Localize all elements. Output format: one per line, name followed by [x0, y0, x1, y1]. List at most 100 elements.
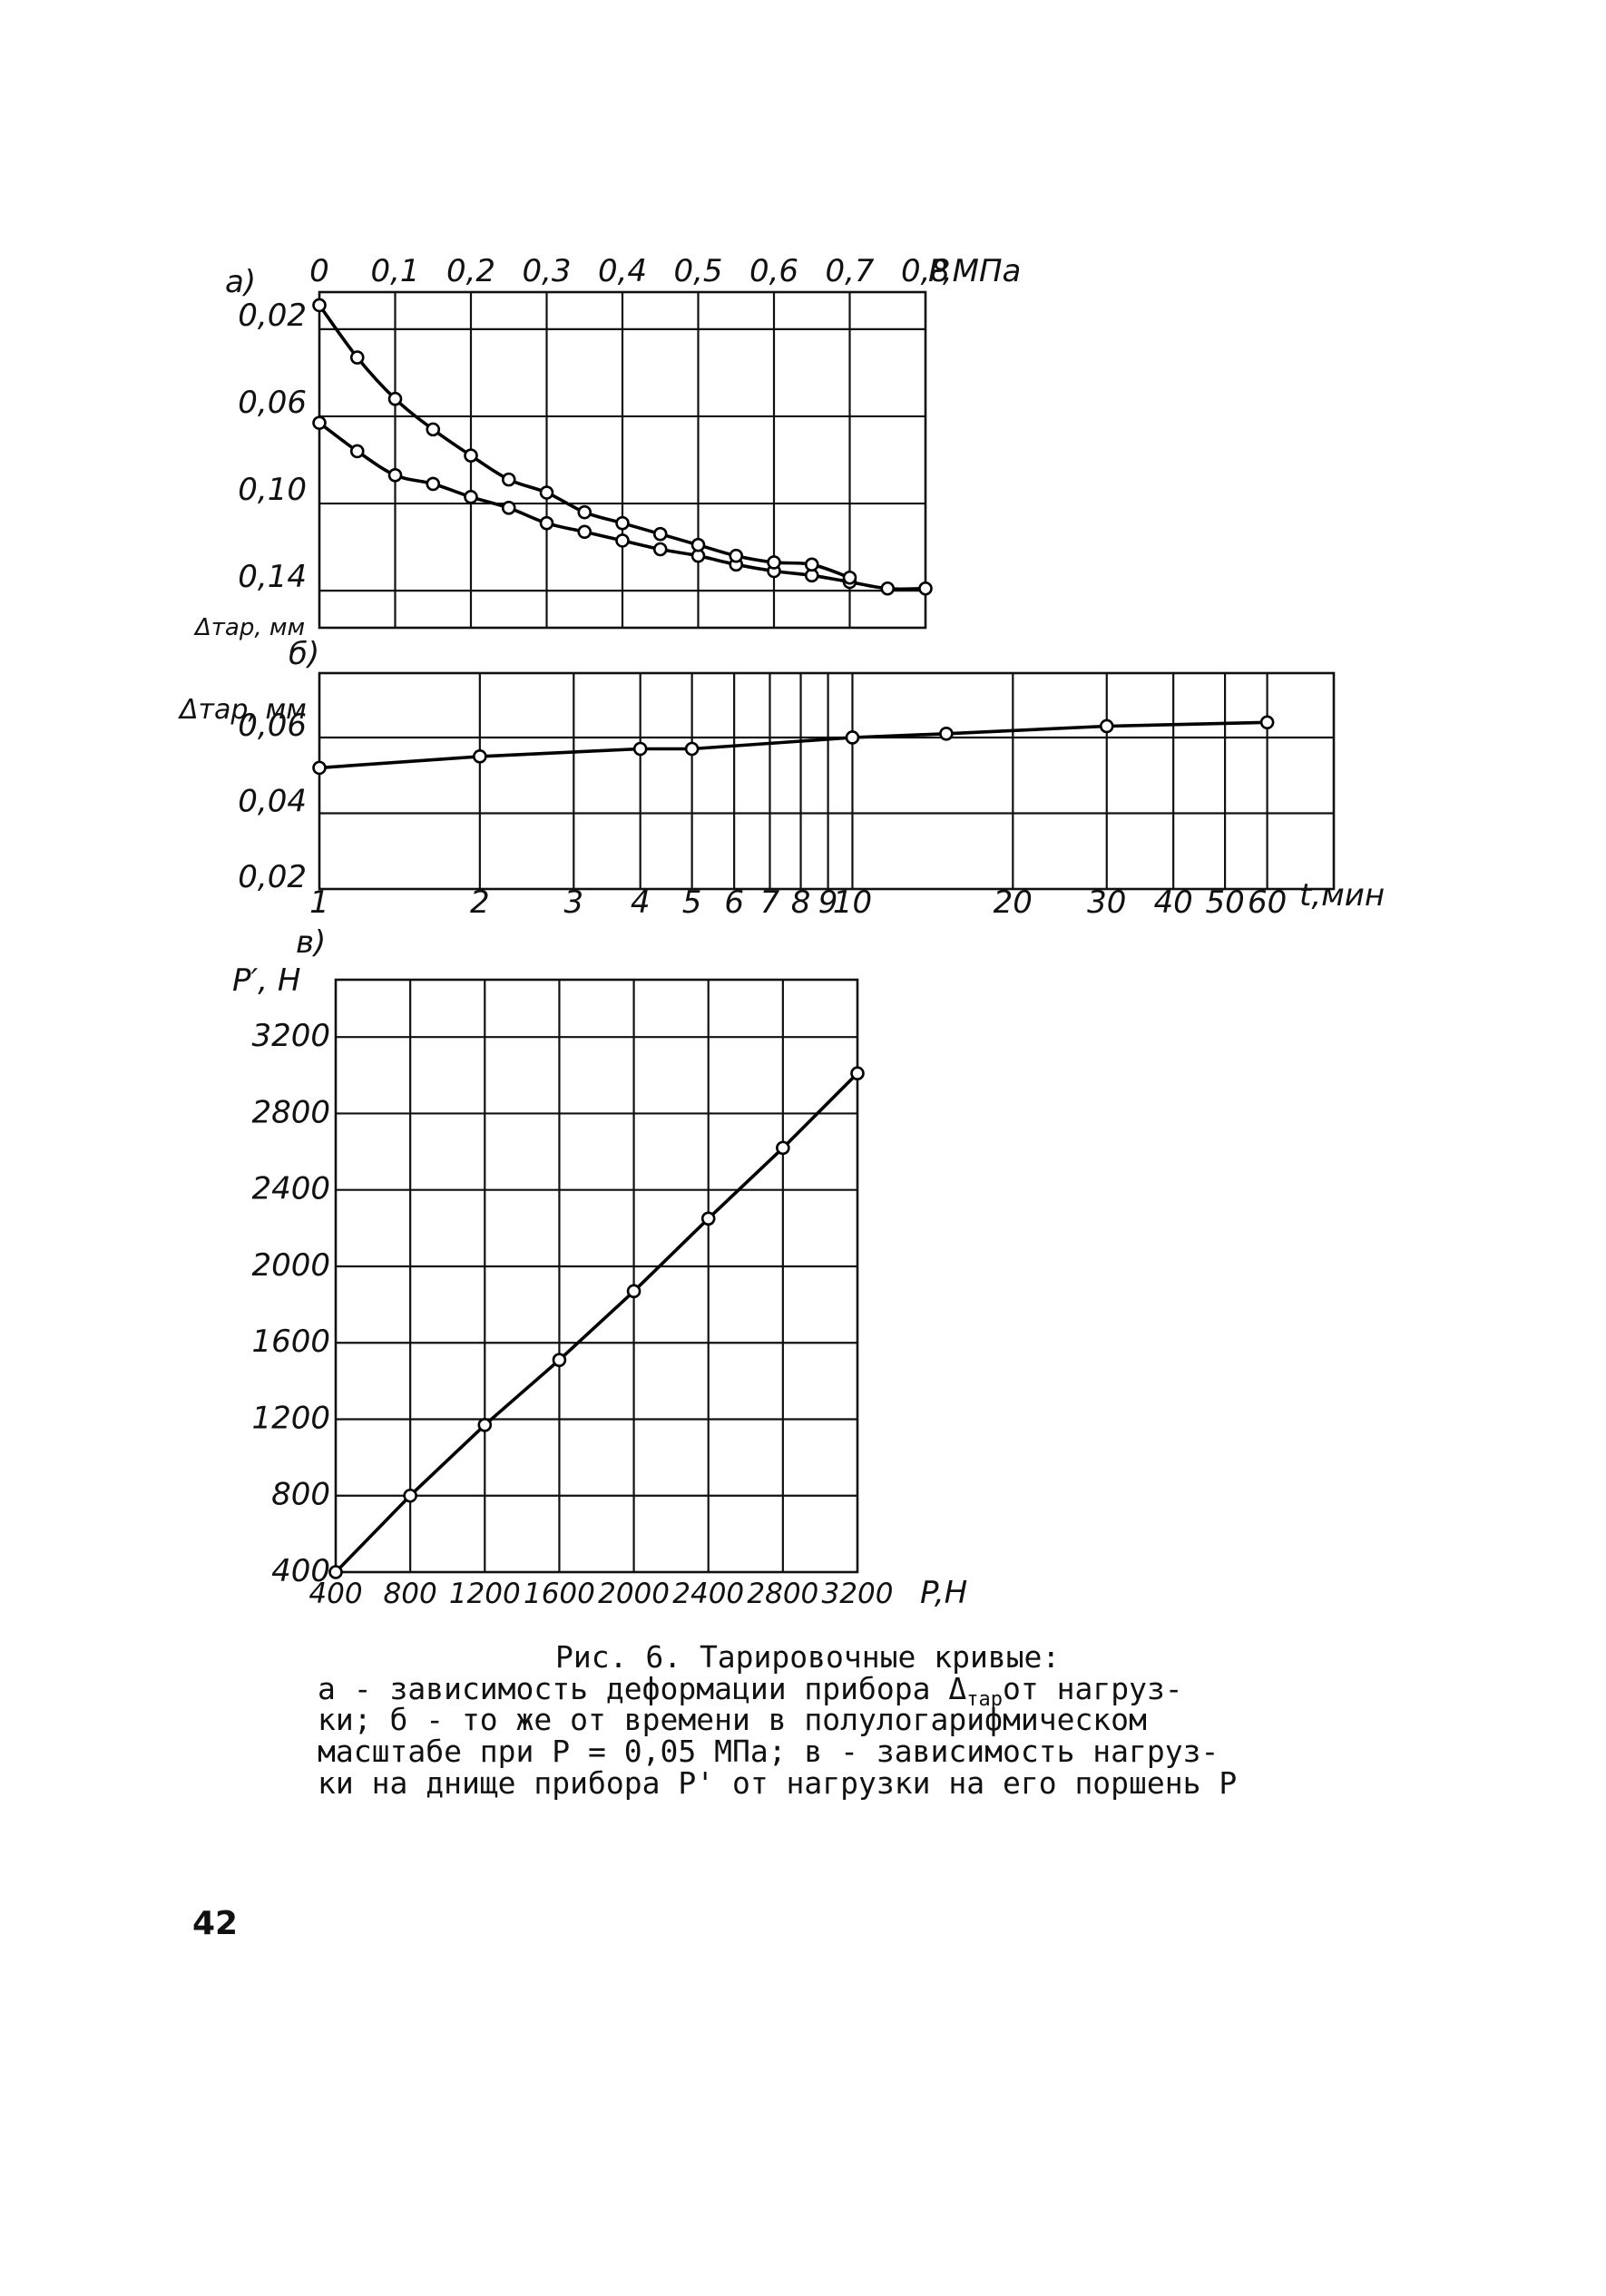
panel-b-y-tick-label: 0,02	[238, 859, 307, 895]
chart-panel-c: в) P′, H 400 800 1200 1600 2000 2400 2800 3200 …	[232, 924, 967, 1611]
panel-a-y-tick-label: 0,10	[238, 472, 307, 508]
panel-b-series-line	[318, 720, 1268, 770]
panel-c-point	[700, 1211, 716, 1226]
panel-b-point	[312, 760, 327, 776]
panel-a-series-2-point	[501, 472, 516, 487]
panel-b-x-tick-label: 1	[309, 884, 329, 921]
panel-a-series-1-point	[387, 468, 403, 483]
panel-a-x-tick-label: 0,5	[673, 253, 722, 289]
panel-b-x-tick-label: 7	[760, 884, 780, 921]
caption-line-1: а - зависимость деформации прибора Δтаро…	[318, 1671, 1183, 1711]
panel-c-point	[626, 1284, 641, 1299]
panel-c-y-tick-label: 800	[271, 1477, 330, 1513]
panel-a-series-1-point	[615, 533, 630, 548]
panel-a-series-2-point	[349, 350, 365, 365]
panel-b-label: б)	[289, 636, 319, 672]
panel-b-x-unit: t,мин	[1299, 877, 1385, 914]
panel-a-series-2-point	[842, 570, 857, 585]
panel-b-y-tick-label: 0,04	[238, 783, 307, 819]
panel-b-point	[939, 727, 954, 741]
panel-c-y-tick-label: 400	[271, 1553, 330, 1589]
panel-c-x-tick-label: 1200	[449, 1578, 521, 1610]
panel-b-point	[632, 741, 648, 757]
panel-c-y-ticks: 400 800 1200 1600 2000 2400 2800 3200	[251, 1018, 330, 1589]
panel-b-y-ticks: 0,02 0,04 0,06	[238, 708, 307, 895]
panel-a-x-ticks: 0 0,1 0,2 0,3 0,4 0,5 0,6 0,7 0,8	[309, 253, 950, 289]
panel-a-series-1-point	[349, 444, 365, 459]
panel-a-series-1-point	[577, 524, 592, 540]
panel-b-point	[684, 741, 700, 757]
panel-a-series-2-point	[464, 448, 478, 463]
panel-b-grid	[319, 673, 1334, 889]
panel-a-y-label: Δтар, мм	[193, 614, 305, 641]
panel-a-points	[312, 298, 933, 596]
panel-a-x-tick-label: 0	[309, 253, 329, 289]
panel-b-x-tick-label: 4	[631, 884, 651, 921]
panel-a-x-tick-label: 0,1	[370, 253, 419, 289]
panel-a-series-1-point	[312, 415, 327, 430]
caption-line-3: масштабе при P = 0,05 МПа; в - зависимос…	[318, 1734, 1219, 1769]
panel-a-series-1-point	[652, 542, 668, 557]
caption-line-2: ки; б - то же от времени в полулогарифми…	[318, 1702, 1147, 1737]
panel-c-y-tick-label: 3200	[251, 1018, 330, 1054]
panel-c-y-tick-label: 1600	[251, 1324, 330, 1360]
panel-a-series-1-point	[501, 501, 516, 515]
panel-c-x-tick-label: 2000	[598, 1578, 670, 1610]
panel-b-x-tick-label: 6	[724, 884, 744, 921]
panel-c-grid	[336, 980, 857, 1572]
panel-c-point	[403, 1488, 417, 1503]
panel-c-y-tick-label: 2400	[251, 1171, 330, 1207]
panel-a-series-1-point	[918, 581, 933, 596]
panel-a-series-1-point	[539, 515, 554, 531]
panel-a-x-tick-label: 0,8	[901, 253, 950, 289]
panel-c-point	[776, 1140, 790, 1156]
panel-a-x-unit: P,МПа	[928, 253, 1021, 289]
panel-b-frame	[318, 671, 1336, 891]
panel-a-series-2-point	[387, 391, 403, 406]
panel-a-y-ticks: 0,02 0,06 0,10 0,14	[238, 298, 307, 595]
panel-b-x-tick-label: 60	[1248, 884, 1287, 921]
panel-b-x-tick-label: 9	[818, 884, 838, 921]
panel-a-series-2-point	[729, 548, 744, 563]
panel-a-series-2-point	[312, 298, 327, 313]
page-number: 42	[192, 1905, 238, 1942]
panel-b-x-tick-label: 2	[470, 884, 490, 921]
panel-a-x-tick-label: 0,6	[749, 253, 798, 289]
panel-c-x-tick-label: 2800	[747, 1578, 818, 1610]
panel-c-y-tick-label: 2000	[251, 1247, 330, 1284]
panel-c-x-tick-label: 2400	[672, 1578, 744, 1610]
panel-b-point	[1099, 718, 1114, 734]
chart-panel-a: a) 0 0,1 0,2 0,3 0,4 0,5 0,6 0,7 0,8 P,МПа 0,020…	[193, 253, 1021, 641]
figure-caption: Рис. 6. Тарировочные кривые: а - зависим…	[318, 1639, 1237, 1801]
panel-a-series-2-point	[652, 526, 668, 542]
panel-a-label: a)	[225, 264, 256, 300]
panel-b-x-tick-label: 5	[682, 884, 702, 921]
panel-a-series-1-point	[426, 476, 441, 492]
panel-b-point	[845, 730, 860, 745]
panel-b-points	[312, 715, 1275, 776]
panel-c-label: в)	[296, 924, 326, 961]
panel-c-points	[328, 1066, 865, 1579]
panel-a-series-2-point	[615, 515, 630, 531]
panel-a-y-tick-label: 0,06	[238, 385, 307, 421]
panel-a-series-2-point	[539, 485, 554, 500]
panel-a-y-tick-label: 0,14	[238, 559, 307, 595]
panel-a-grid	[319, 292, 925, 628]
panel-a-y-tick-label: 0,02	[238, 298, 307, 334]
panel-a-series-2-point	[577, 504, 592, 520]
caption-line-4: ки на днище прибора P' от нагрузки на ег…	[318, 1765, 1237, 1801]
panel-b-x-tick-label: 8	[791, 884, 811, 921]
panel-c-y-tick-label: 1200	[251, 1400, 330, 1436]
panel-c-x-tick-label: 800	[384, 1578, 437, 1610]
panel-a-x-tick-label: 0,7	[825, 253, 874, 289]
panel-b-y-label: Δтар, мм	[178, 694, 307, 726]
panel-b-x-tick-label: 30	[1087, 884, 1126, 921]
panel-c-x-ticks: 400 800 1200 1600 2000 2400 2800 3200	[308, 1578, 893, 1610]
panel-b-x-ticks: 1 2 3 4 5 6 7 8 910 20 30 40 50 60	[309, 884, 1287, 921]
panel-c-point	[328, 1565, 343, 1579]
panel-b-point	[1259, 715, 1275, 730]
panel-b-y-tick-label: 0,06	[238, 708, 307, 744]
panel-b-x-tick-label: 40	[1154, 884, 1193, 921]
